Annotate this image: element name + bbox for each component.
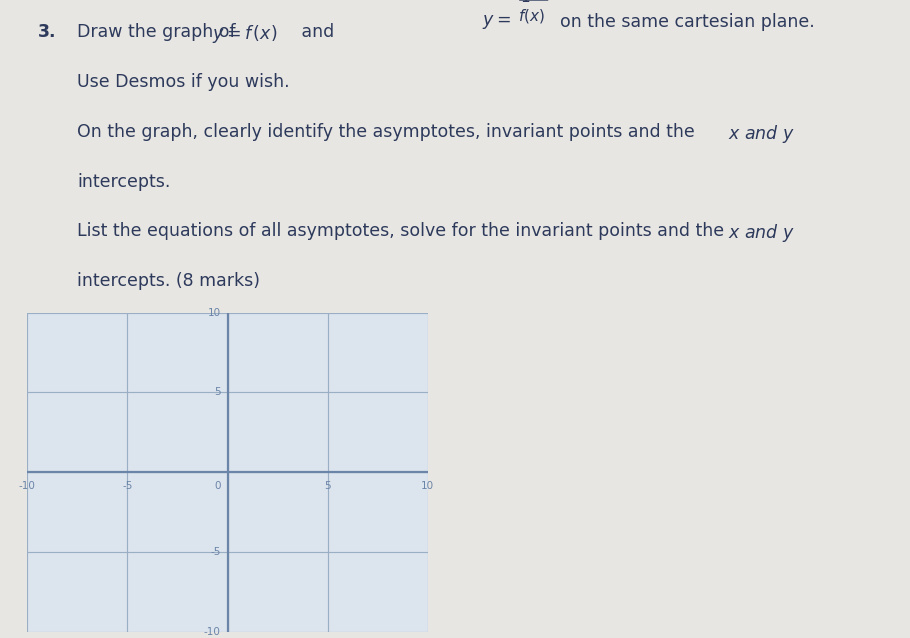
Text: $y = $: $y = $	[482, 13, 511, 31]
Text: intercepts. (8 marks): intercepts. (8 marks)	[77, 272, 260, 290]
Text: Use Desmos if you wish.: Use Desmos if you wish.	[77, 73, 290, 91]
Text: $f(x)$: $f(x)$	[518, 6, 545, 25]
Text: and: and	[296, 23, 334, 41]
Text: 1: 1	[521, 0, 531, 5]
Text: 3.: 3.	[38, 23, 56, 41]
Text: 5: 5	[324, 481, 331, 491]
Text: -5: -5	[122, 481, 133, 491]
Text: 5: 5	[214, 387, 220, 397]
Text: List the equations of all asymptotes, solve for the invariant points and the: List the equations of all asymptotes, so…	[77, 222, 730, 241]
Text: -5: -5	[210, 547, 220, 557]
Text: $x$ and $y$: $x$ and $y$	[728, 122, 795, 145]
Text: $x$ and $y$: $x$ and $y$	[728, 222, 795, 244]
Text: 0: 0	[214, 481, 220, 491]
Text: intercepts.: intercepts.	[77, 172, 171, 191]
Text: Draw the graph of: Draw the graph of	[77, 23, 241, 41]
Text: -10: -10	[204, 627, 220, 637]
Text: on the same cartesian plane.: on the same cartesian plane.	[560, 13, 814, 31]
Text: $y = f\,(x)$: $y = f\,(x)$	[212, 23, 278, 45]
Text: -10: -10	[19, 481, 35, 491]
Text: $f\,(x) = -\dfrac{2}{3}x + 5$: $f\,(x) = -\dfrac{2}{3}x + 5$	[246, 322, 388, 360]
Text: a): a)	[173, 322, 190, 340]
Text: On the graph, clearly identify the asymptotes, invariant points and the: On the graph, clearly identify the asymp…	[77, 122, 701, 141]
Text: 10: 10	[207, 308, 220, 318]
Text: 10: 10	[421, 481, 434, 491]
